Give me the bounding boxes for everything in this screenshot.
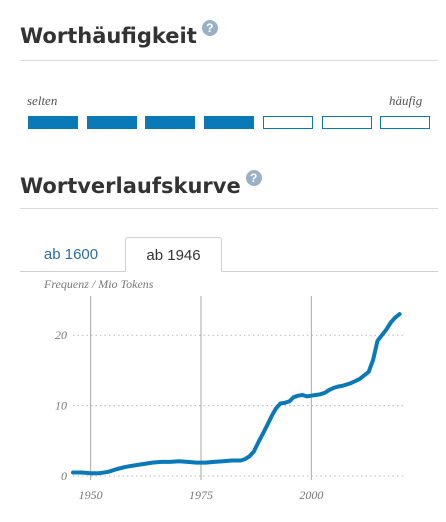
frequency-bar-7 [380,116,430,129]
frequency-bar-5 [263,116,313,129]
frequency-bar-3 [145,116,195,129]
x-tick-label: 2000 [299,488,323,502]
frequency-label-high: häufig [389,93,423,108]
frequency-label-low: selten [27,93,58,108]
frequency-bar-2 [87,116,137,129]
y-tick-label: 20 [55,328,67,342]
x-tick-label: 1950 [79,488,103,502]
divider [20,60,438,61]
word-frequency-title: Worthäufigkeit? [20,20,218,48]
frequency-bar-6 [322,116,372,129]
word-curve-chart: 1950 1975 2000 0 10 20 [55,296,404,502]
tabs-baseline [20,271,438,272]
tab-ab-1946[interactable]: ab 1946 [125,237,222,272]
word-curve-title: Wortverlaufskurve? [20,170,262,198]
help-icon[interactable]: ? [245,170,262,186]
frequency-bar-1 [28,116,78,129]
divider [20,208,438,209]
frequency-bar-4 [204,116,254,129]
y-tick-label: 0 [61,469,67,483]
frequency-line [71,312,402,476]
x-tick-label: 1975 [189,488,213,502]
help-icon[interactable]: ? [201,20,218,36]
y-tick-label: 10 [55,399,67,413]
tab-ab-1600[interactable]: ab 1600 [43,246,99,263]
chart-y-axis-label: Frequenz / Mio Tokens [44,277,154,291]
